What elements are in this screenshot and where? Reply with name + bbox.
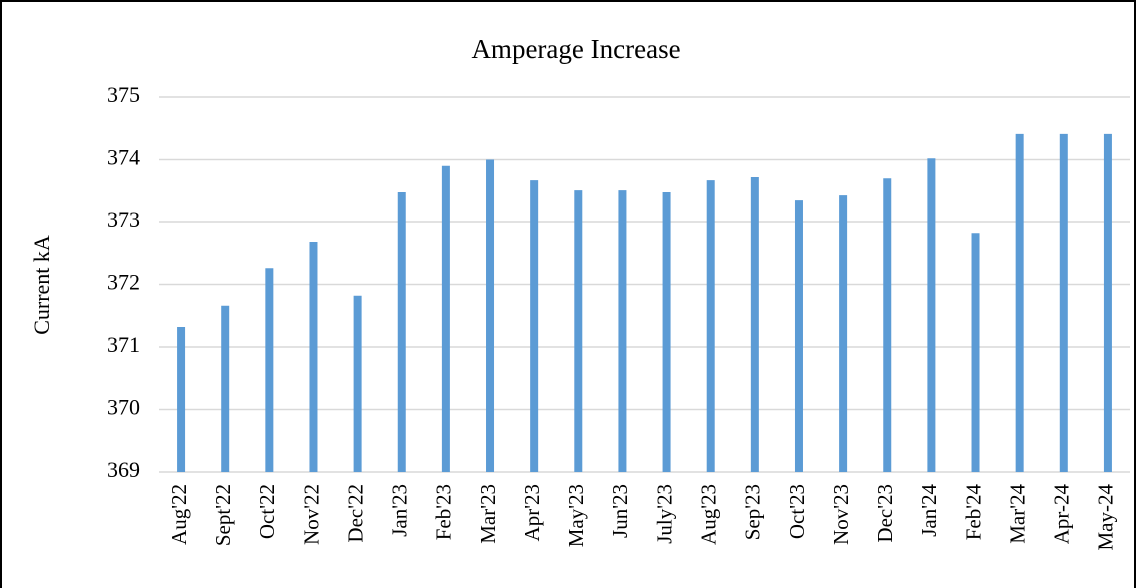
bar bbox=[750, 177, 759, 472]
bar bbox=[1103, 133, 1112, 472]
x-tick-label: Oct'22 bbox=[255, 484, 279, 539]
x-tick-label: Feb'23 bbox=[432, 484, 456, 540]
bar bbox=[574, 190, 583, 472]
x-tick-label: Sept'22 bbox=[211, 484, 235, 546]
bar bbox=[706, 180, 715, 472]
bar bbox=[971, 233, 980, 472]
x-tick-label: July'23 bbox=[652, 484, 676, 544]
x-tick-label: Nov'23 bbox=[829, 484, 853, 545]
y-tick-label: 375 bbox=[107, 82, 140, 107]
y-tick-label: 373 bbox=[107, 207, 140, 232]
bar bbox=[662, 192, 671, 472]
y-tick-label: 369 bbox=[107, 457, 140, 482]
bar bbox=[927, 158, 936, 472]
bar bbox=[618, 190, 627, 472]
chart-title: Amperage Increase bbox=[471, 34, 680, 64]
x-tick-label: Mar'23 bbox=[476, 484, 500, 544]
bar bbox=[883, 178, 892, 472]
x-tick-label: Nov'22 bbox=[299, 484, 323, 545]
x-tick-label: Oct'23 bbox=[785, 484, 809, 539]
bar bbox=[397, 192, 406, 472]
x-tick-label: Dec'23 bbox=[873, 484, 897, 543]
bar bbox=[794, 200, 803, 472]
bar bbox=[1059, 133, 1068, 472]
x-tick-label: Jun'23 bbox=[608, 484, 632, 538]
x-tick-label: Sep'23 bbox=[741, 484, 765, 540]
y-tick-label: 372 bbox=[107, 270, 140, 295]
x-tick-label: Mar'24 bbox=[1005, 484, 1029, 544]
bar bbox=[1015, 133, 1024, 472]
bar bbox=[353, 295, 362, 472]
bar bbox=[309, 242, 318, 472]
bar bbox=[177, 327, 186, 472]
bar bbox=[530, 180, 539, 472]
y-tick-label: 370 bbox=[107, 395, 140, 420]
bar bbox=[221, 305, 230, 472]
x-tick-label: Apr-24 bbox=[1050, 484, 1074, 545]
bar bbox=[441, 165, 450, 472]
bar bbox=[486, 159, 495, 472]
y-tick-label: 371 bbox=[107, 332, 140, 357]
x-tick-label: Feb'24 bbox=[961, 484, 985, 541]
x-tick-label: May-24 bbox=[1094, 484, 1118, 551]
x-tick-label: May'23 bbox=[564, 484, 588, 547]
x-tick-label: Aug'23 bbox=[697, 484, 721, 545]
x-tick-label: Dec'22 bbox=[343, 484, 367, 543]
y-axis-label: Current kA bbox=[29, 235, 54, 335]
x-tick-label: Apr'23 bbox=[520, 484, 544, 541]
x-tick-label: Aug'22 bbox=[167, 484, 191, 545]
bar bbox=[839, 195, 848, 472]
y-tick-label: 374 bbox=[107, 145, 140, 170]
x-tick-label: Jan'23 bbox=[388, 484, 412, 537]
bar bbox=[265, 268, 274, 472]
x-tick-label: Jan'24 bbox=[917, 484, 941, 537]
